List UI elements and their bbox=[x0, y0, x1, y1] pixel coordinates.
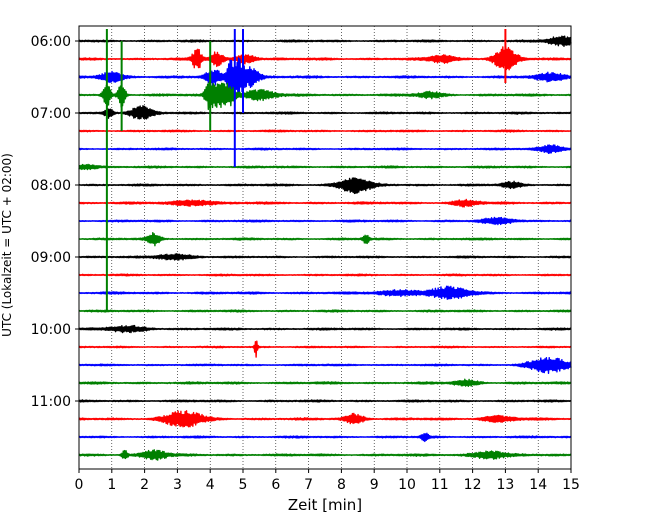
seismo-trace bbox=[78, 231, 572, 247]
x-axis-label: Zeit [min] bbox=[288, 496, 362, 514]
x-tick-label: 9 bbox=[370, 477, 379, 493]
y-tick-label: 07:00 bbox=[31, 106, 71, 122]
x-gridlines bbox=[111, 26, 539, 469]
x-tick-label: 7 bbox=[304, 477, 313, 493]
x-tick-label: 1 bbox=[107, 477, 116, 493]
x-tick-label: 6 bbox=[271, 477, 280, 493]
y-tick-label: 06:00 bbox=[31, 34, 71, 50]
y-tick-label: 11:00 bbox=[31, 394, 71, 410]
traces bbox=[78, 29, 572, 461]
seismo-trace bbox=[78, 432, 572, 443]
y-tick-label: 10:00 bbox=[31, 322, 71, 338]
seismo-trace bbox=[78, 105, 572, 120]
seismo-trace bbox=[78, 198, 572, 208]
seismo-trace bbox=[78, 57, 572, 99]
seismo-trace bbox=[78, 35, 572, 48]
x-tick-label: 8 bbox=[337, 477, 346, 493]
seismo-trace bbox=[78, 177, 572, 195]
seismo-trace bbox=[78, 378, 572, 388]
seismo-trace bbox=[78, 356, 572, 375]
x-tick-label: 4 bbox=[206, 477, 215, 493]
seismo-trace bbox=[78, 81, 572, 111]
x-tick-label: 0 bbox=[75, 477, 84, 493]
seismo-trace bbox=[78, 144, 572, 154]
seismo-trace bbox=[78, 45, 572, 71]
y-tick-label: 08:00 bbox=[31, 178, 71, 194]
x-tick-label: 5 bbox=[239, 477, 248, 493]
y-tick-label: 09:00 bbox=[31, 250, 71, 266]
x-tick-label: 15 bbox=[562, 477, 580, 493]
y-axis: 06:00 07:00 08:00 09:00 10:00 11:00 bbox=[31, 34, 79, 410]
x-tick-label: 12 bbox=[464, 477, 482, 493]
seismo-trace bbox=[78, 309, 572, 313]
y-axis-label: UTC (Lokalzeit = UTC + 02:00) bbox=[0, 153, 14, 337]
x-tick-label: 10 bbox=[398, 477, 416, 493]
seismo-trace bbox=[78, 399, 572, 403]
seismo-trace bbox=[78, 129, 572, 133]
x-tick-label: 3 bbox=[173, 477, 182, 493]
x-tick-label: 14 bbox=[529, 477, 547, 493]
seismo-trace bbox=[78, 285, 572, 300]
seismo-trace bbox=[78, 253, 572, 261]
seismo-trace bbox=[78, 163, 572, 171]
plot-frame bbox=[78, 25, 572, 470]
seismo-trace bbox=[78, 216, 572, 226]
x-tick-label: 13 bbox=[496, 477, 514, 493]
x-tick-label: 2 bbox=[140, 477, 149, 493]
plot-area bbox=[78, 26, 572, 469]
seismo-trace bbox=[78, 324, 572, 334]
seismo-trace bbox=[78, 273, 572, 277]
x-axis: 0 1 2 3 4 5 6 7 8 9 10 11 12 13 14 15 bbox=[75, 469, 580, 493]
x-tick-label: 11 bbox=[431, 477, 449, 493]
seismo-trace bbox=[78, 449, 572, 461]
seismo-trace bbox=[78, 410, 572, 428]
seismo-trace bbox=[78, 340, 572, 358]
